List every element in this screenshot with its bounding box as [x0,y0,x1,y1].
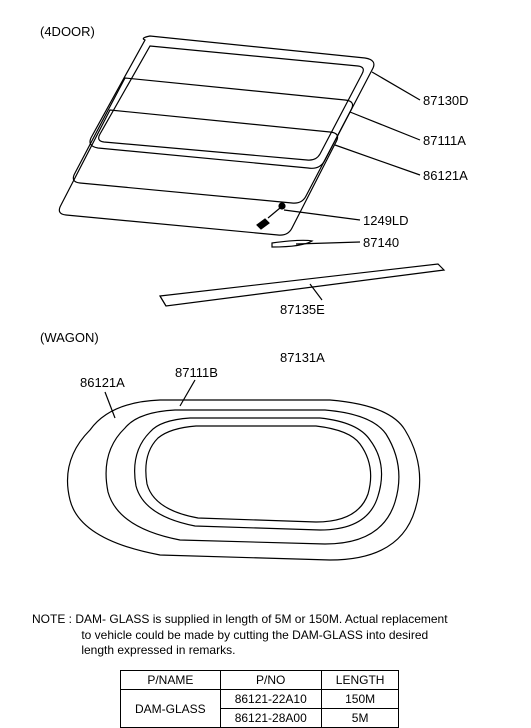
th-pno: P/NO [220,671,321,690]
callout-86121A-top: 86121A [423,168,468,183]
table-header-row: P/NAME P/NO LENGTH [121,671,399,690]
note-prefix: NOTE : [32,612,72,626]
callout-87135E: 87135E [280,302,325,317]
section-label-4door: (4DOOR) [40,24,95,39]
section-label-wagon: (WAGON) [40,330,99,345]
callout-1249LD: 1249LD [363,213,409,228]
callout-87131A: 87131A [280,350,325,365]
callout-87140: 87140 [363,235,399,250]
dam-glass-table: P/NAME P/NO LENGTH DAM-GLASS 86121-22A10… [120,670,399,728]
td-pno: 86121-28A00 [220,709,321,728]
th-pname: P/NAME [121,671,221,690]
note-line2: to vehicle could be made by cutting the … [81,628,428,642]
diagram-page: { "labels": { "section_top": "(4DOOR)", … [0,0,531,727]
callout-87111A: 87111A [423,133,466,148]
callout-87130D: 87130D [423,93,469,108]
td-length: 5M [321,709,399,728]
td-pname: DAM-GLASS [121,690,221,728]
table-row: DAM-GLASS 86121-22A10 150M [121,690,399,709]
td-pno: 86121-22A10 [220,690,321,709]
note-line1: DAM- GLASS is supplied in length of 5M o… [75,612,447,626]
td-length: 150M [321,690,399,709]
note-block: NOTE : DAM- GLASS is supplied in length … [32,612,502,659]
th-length: LENGTH [321,671,399,690]
callout-87111B: 87111B [175,365,218,380]
note-line3: length expressed in remarks. [81,643,235,657]
callout-86121A-bot: 86121A [80,375,125,390]
